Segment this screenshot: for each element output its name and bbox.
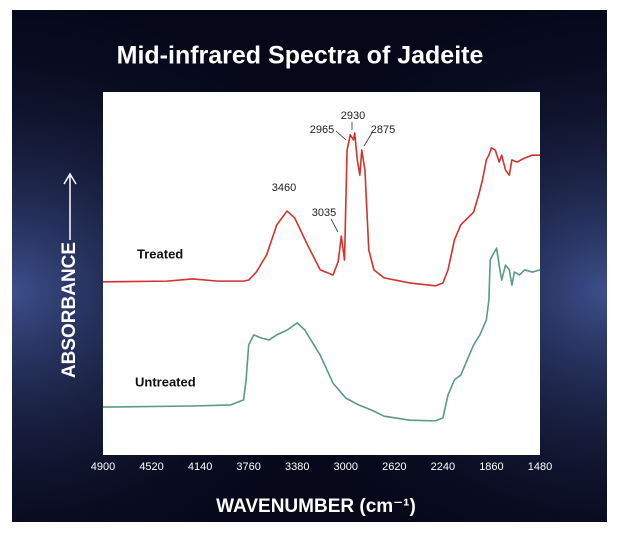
peak-leader bbox=[335, 130, 347, 141]
x-tick-label: 1480 bbox=[528, 461, 552, 473]
spectrum-line bbox=[102, 247, 541, 422]
chart-title: Mid-infrared Spectra of Jadeite bbox=[117, 42, 484, 70]
peak-label: 2930 bbox=[341, 110, 365, 122]
peak-label: 3035 bbox=[312, 207, 336, 219]
x-tick-label: 4520 bbox=[139, 461, 163, 473]
x-tick-label: 3380 bbox=[285, 461, 309, 473]
x-tick-label: 3760 bbox=[236, 461, 260, 473]
x-tick-label: 3000 bbox=[334, 461, 358, 473]
x-tick-label: 4900 bbox=[91, 461, 115, 473]
series-label: Untreated bbox=[135, 374, 196, 389]
x-tick-label: 2240 bbox=[431, 461, 455, 473]
peak-label: 2875 bbox=[371, 124, 395, 136]
spectrum-line bbox=[102, 132, 540, 287]
peak-label: 3460 bbox=[272, 182, 296, 194]
peak-leader bbox=[330, 218, 339, 233]
series-label: Treated bbox=[137, 246, 183, 261]
x-tick-label: 4140 bbox=[188, 461, 212, 473]
x-axis-label: WAVENUMBER (cm⁻¹) bbox=[216, 496, 416, 517]
y-axis-label: ABSORBANCE bbox=[59, 242, 80, 378]
peak-label: 2965 bbox=[310, 124, 334, 136]
plot-area bbox=[103, 92, 540, 455]
peak-leader bbox=[363, 132, 373, 147]
y-axis-arrowhead bbox=[63, 172, 77, 185]
x-tick-label: 1860 bbox=[479, 461, 503, 473]
x-tick-label: 2620 bbox=[382, 461, 406, 473]
